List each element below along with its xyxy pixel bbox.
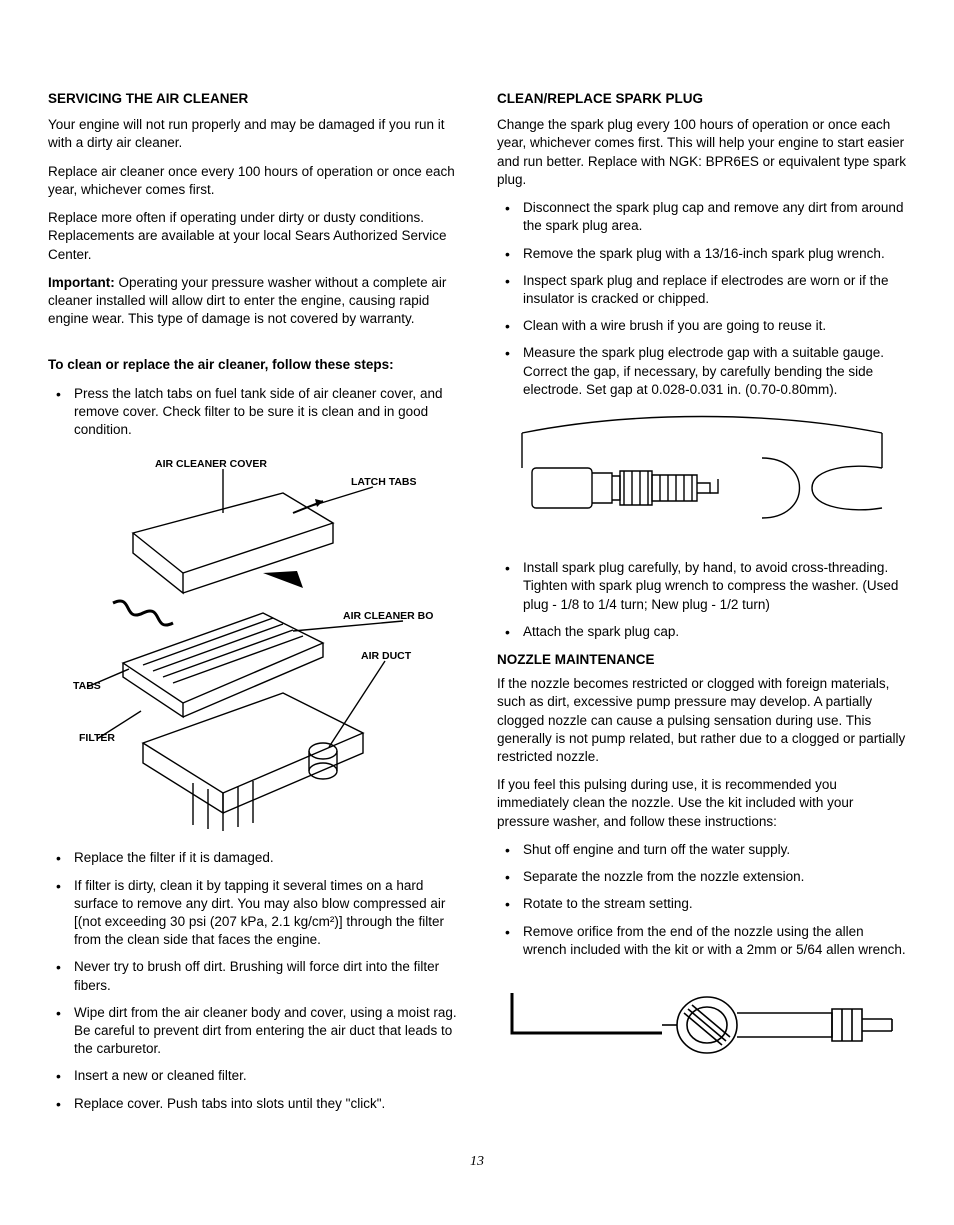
right-column: CLEAN/REPLACE SPARK PLUG Change the spar… xyxy=(497,90,906,1123)
paragraph: If you feel this pulsing during use, it … xyxy=(497,776,906,831)
fig-label-duct: AIR DUCT xyxy=(361,650,412,662)
list-item: Rotate to the stream setting. xyxy=(497,895,906,913)
section-heading-nozzle: NOZZLE MAINTENANCE xyxy=(497,651,906,669)
paragraph: Your engine will not run properly and ma… xyxy=(48,116,457,152)
nozzle-figure xyxy=(497,973,906,1073)
paragraph-important: Important: Operating your pressure washe… xyxy=(48,274,457,329)
spark-plug-figure xyxy=(497,413,906,543)
paragraph: Replace more often if operating under di… xyxy=(48,209,457,264)
list-item: Clean with a wire brush if you are going… xyxy=(497,317,906,335)
section-heading-air-cleaner: SERVICING THE AIR CLEANER xyxy=(48,90,457,108)
nozzle-steps: Shut off engine and turn off the water s… xyxy=(497,841,906,959)
list-item: Measure the spark plug electrode gap wit… xyxy=(497,344,906,399)
list-item: Separate the nozzle from the nozzle exte… xyxy=(497,868,906,886)
page-number: 13 xyxy=(48,1153,906,1172)
steps-intro: To clean or replace the air cleaner, fol… xyxy=(48,356,457,374)
list-item: Wipe dirt from the air cleaner body and … xyxy=(48,1004,457,1059)
list-item: Remove the spark plug with a 13/16-inch … xyxy=(497,245,906,263)
spark-plug-diagram xyxy=(512,413,892,543)
fig-label-filter: FILTER xyxy=(79,732,115,744)
list-item: Remove orifice from the end of the nozzl… xyxy=(497,923,906,959)
paragraph: Replace air cleaner once every 100 hours… xyxy=(48,163,457,199)
section-heading-spark-plug: CLEAN/REPLACE SPARK PLUG xyxy=(497,90,906,108)
list-item: Attach the spark plug cap. xyxy=(497,623,906,641)
fig-label-cover: AIR CLEANER COVER xyxy=(155,458,267,470)
list-item: If filter is dirty, clean it by tapping … xyxy=(48,877,457,950)
fig-label-body: AIR CLEANER BODY xyxy=(343,610,433,622)
list-item: Install spark plug carefully, by hand, t… xyxy=(497,559,906,614)
list-item: Replace cover. Push tabs into slots unti… xyxy=(48,1095,457,1113)
list-item: Inspect spark plug and replace if electr… xyxy=(497,272,906,308)
paragraph: If the nozzle becomes restricted or clog… xyxy=(497,675,906,766)
steps-list-2: Replace the filter if it is damaged. If … xyxy=(48,849,457,1113)
nozzle-diagram xyxy=(502,973,902,1073)
spark-plug-steps-2: Install spark plug carefully, by hand, t… xyxy=(497,559,906,641)
list-item: Press the latch tabs on fuel tank side o… xyxy=(48,385,457,440)
paragraph: Change the spark plug every 100 hours of… xyxy=(497,116,906,189)
list-item: Replace the filter if it is damaged. xyxy=(48,849,457,867)
list-item: Insert a new or cleaned filter. xyxy=(48,1067,457,1085)
list-item: Shut off engine and turn off the water s… xyxy=(497,841,906,859)
two-column-layout: SERVICING THE AIR CLEANER Your engine wi… xyxy=(48,90,906,1123)
air-cleaner-diagram: AIR CLEANER COVER LATCH TABS AIR CLEANER… xyxy=(73,453,433,833)
air-cleaner-figure: AIR CLEANER COVER LATCH TABS AIR CLEANER… xyxy=(48,453,457,833)
fig-label-tabs: TABS xyxy=(73,680,101,692)
left-column: SERVICING THE AIR CLEANER Your engine wi… xyxy=(48,90,457,1123)
list-item: Disconnect the spark plug cap and remove… xyxy=(497,199,906,235)
steps-list-1: Press the latch tabs on fuel tank side o… xyxy=(48,385,457,440)
important-label: Important: xyxy=(48,275,115,290)
spark-plug-steps-1: Disconnect the spark plug cap and remove… xyxy=(497,199,906,399)
list-item: Never try to brush off dirt. Brushing wi… xyxy=(48,958,457,994)
fig-label-latch: LATCH TABS xyxy=(351,476,417,488)
